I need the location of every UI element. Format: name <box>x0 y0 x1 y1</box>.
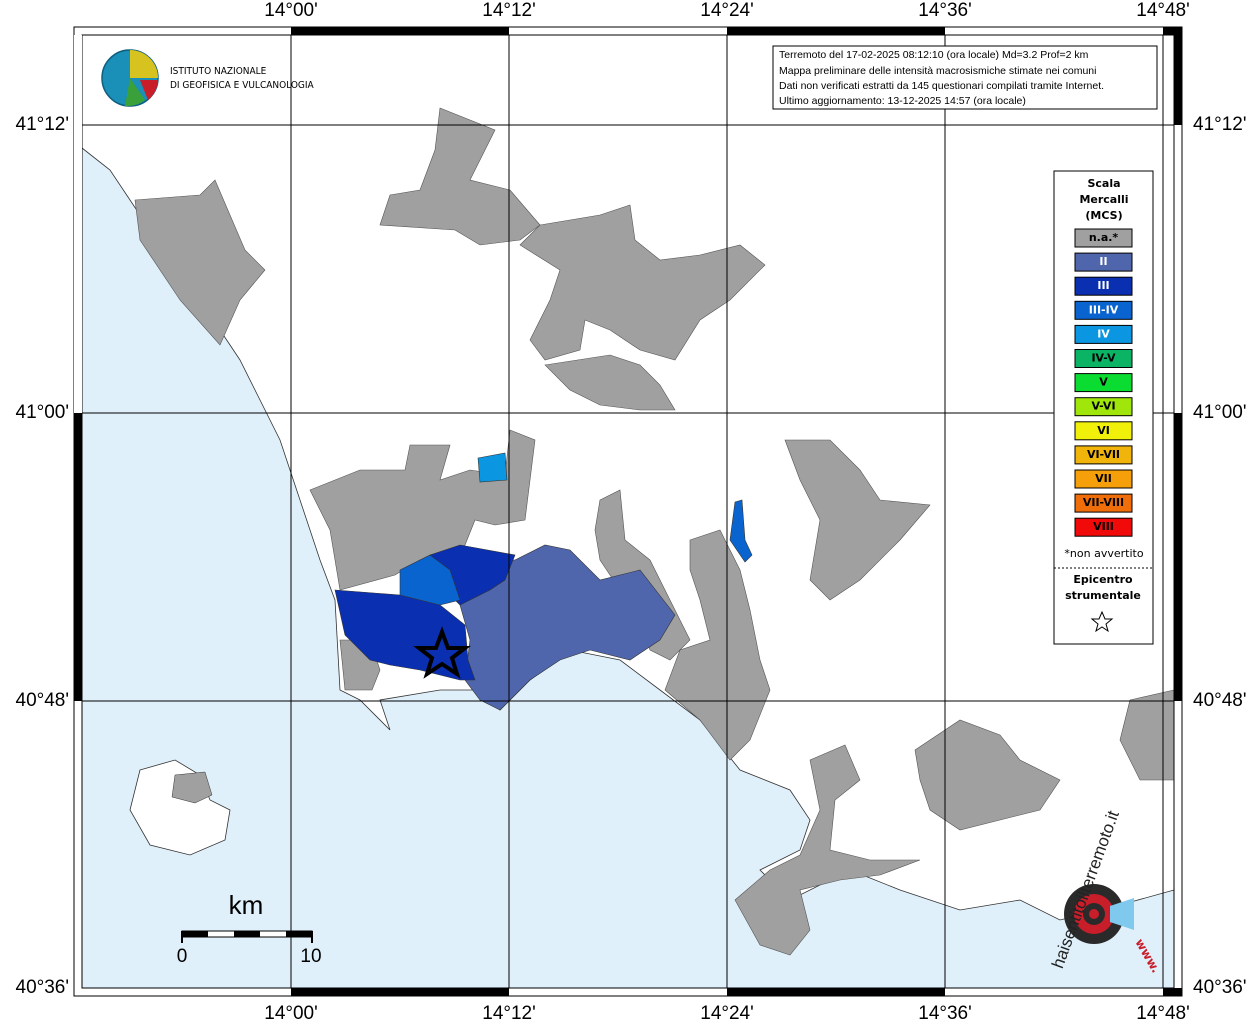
legend-label: III <box>1097 279 1109 292</box>
legend-title: Mercalli <box>1079 193 1128 206</box>
frame <box>73 26 1183 997</box>
island-ischia <box>129 759 231 856</box>
legend: Scala Mercalli (MCS) *non avvertito Epic… <box>1053 170 1154 645</box>
legend-swatch <box>1074 397 1133 417</box>
lon-label: 14°24' <box>700 0 754 21</box>
legend-label: n.a.* <box>1089 231 1119 244</box>
legend-label: V-VI <box>1091 400 1115 413</box>
legend-swatch <box>1074 517 1133 537</box>
header-line: Ultimo aggiornamento: 13-12-2025 14:57 (… <box>779 95 1026 107</box>
legend-label: VII <box>1095 472 1112 485</box>
map-area <box>81 35 1175 989</box>
header-line: Dati non verificati estratti da 145 ques… <box>779 80 1104 92</box>
intensity-iv <box>477 452 508 483</box>
legend-swatch <box>1074 324 1133 344</box>
legend-swatch <box>1074 349 1133 368</box>
legend-note: *non avvertito <box>1064 547 1143 560</box>
legend-swatch <box>1074 276 1133 296</box>
epicenter-star <box>413 626 471 679</box>
lat-label: 41°12' <box>16 114 70 135</box>
scale-label: 0 <box>177 946 188 967</box>
municipality <box>734 744 921 956</box>
lon-label: 14°00' <box>264 1003 318 1024</box>
lon-label: 14°36' <box>918 0 972 21</box>
legend-label: VI <box>1097 424 1110 437</box>
municipality <box>309 429 536 591</box>
intensity-iii-iv <box>729 499 753 563</box>
municipality <box>171 771 213 804</box>
lon-label: 14°48' <box>1136 0 1190 21</box>
legend-title: Scala <box>1087 177 1120 190</box>
lat-label: 40°36' <box>1193 977 1247 998</box>
legend-swatch <box>1074 445 1133 465</box>
scale-unit: km <box>229 890 264 920</box>
municipality <box>519 204 766 361</box>
legend-label: IV-V <box>1091 352 1116 365</box>
legend-star <box>1090 610 1114 633</box>
legend-label: IV <box>1097 327 1110 340</box>
lon-label: 14°12' <box>482 1003 536 1024</box>
legend-label: II <box>1099 255 1107 268</box>
municipality <box>134 179 266 346</box>
legend-swatch <box>1074 300 1133 320</box>
municipality <box>544 354 676 411</box>
legend-label: V <box>1099 376 1108 389</box>
legend-label: III-IV <box>1089 303 1119 316</box>
lat-label: 41°00' <box>1193 402 1247 423</box>
lat-label: 41°00' <box>16 402 70 423</box>
lon-label: 14°12' <box>482 0 536 21</box>
municipalities-na <box>134 107 1175 956</box>
legend-label: VII-VIII <box>1083 496 1124 509</box>
header-box: Terremoto del 17-02-2025 08:12:10 (ora l… <box>772 45 1158 110</box>
municipality <box>914 719 1061 831</box>
lon-label: 14°36' <box>918 1003 972 1024</box>
sea <box>81 147 1175 989</box>
header-line: Mappa preliminare delle intensità macros… <box>779 65 1096 77</box>
lon-label: 14°24' <box>700 1003 754 1024</box>
legend-label: VIII <box>1093 520 1114 533</box>
municipality <box>379 107 541 246</box>
legend-swatch <box>1074 373 1133 393</box>
lat-label: 40°48' <box>1193 690 1247 711</box>
legend-epicenter: strumentale <box>1065 589 1141 602</box>
graticule <box>82 35 1174 988</box>
legend-epicenter: Epicentro <box>1073 573 1133 586</box>
legend-swatch <box>1074 421 1133 441</box>
lat-label: 40°48' <box>16 690 70 711</box>
municipality <box>664 529 771 761</box>
legend-swatch <box>1074 228 1133 248</box>
lon-label: 14°00' <box>264 0 318 21</box>
legend-title: (MCS) <box>1085 209 1122 222</box>
legend-label: VI-VII <box>1087 448 1120 461</box>
legend-swatch <box>1074 252 1133 272</box>
grid-labels: 14°00' 14°00' 14°12' 14°12' 14°24' 14°24' 14°3… <box>16 0 1247 1024</box>
logo-text: DI GEOFISICA E VULCANOLOGIA <box>170 80 315 91</box>
scale-label: 10 <box>300 946 321 967</box>
legend-swatch <box>1074 469 1133 489</box>
lat-label: 40°36' <box>16 977 70 998</box>
legend-swatch <box>1074 493 1133 513</box>
intensity-iii-iv <box>399 554 461 606</box>
logo-text: ISTITUTO NAZIONALE <box>170 66 267 77</box>
scale-bar: km 0 10 <box>177 890 322 967</box>
lon-label: 14°48' <box>1136 1003 1190 1024</box>
header-line: Terremoto del 17-02-2025 08:12:10 (ora l… <box>779 49 1089 61</box>
ingv-logo: ISTITUTO NAZIONALE DI GEOFISICA E VULCAN… <box>101 49 315 107</box>
municipality <box>1119 689 1175 781</box>
lat-label: 41°12' <box>1193 114 1247 135</box>
municipality <box>784 439 931 601</box>
